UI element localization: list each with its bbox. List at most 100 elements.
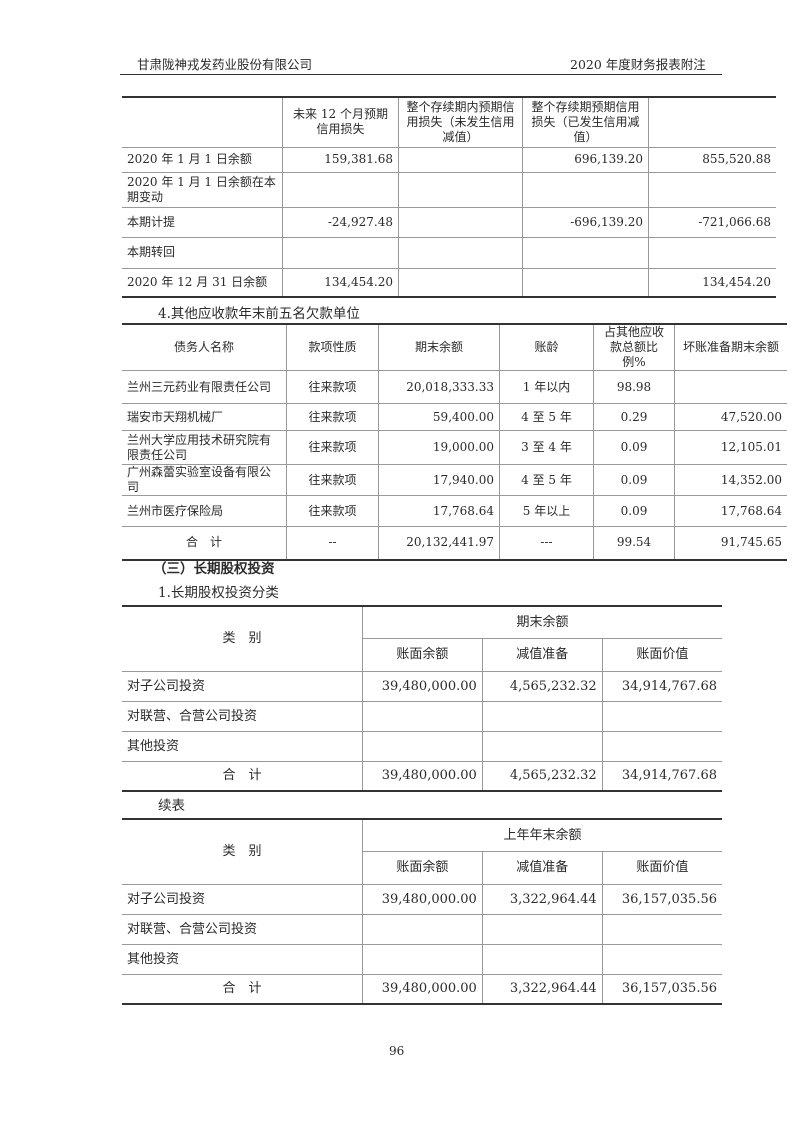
value-cell [674,370,787,404]
value-cell [398,267,523,298]
value-cell [398,171,523,208]
value-cell [481,913,603,945]
table-row: 对联营、合营公司投资 [122,700,722,732]
value-cell [362,700,483,732]
value-cell: 4,565,232.32 [481,670,603,702]
row-label: 本期转回 [122,236,283,269]
value-cell [601,943,722,975]
value-cell: 134,454.20 [648,267,776,298]
value-cell: 696,139.20 [522,146,649,173]
group-header: 期末余额 [362,605,722,639]
value-cell: 34,914,767.68 [601,670,722,702]
column-header [648,96,776,148]
row-label: 2020 年 12 月 31 日余额 [122,267,283,298]
value-cell: 0.29 [593,403,675,431]
value-cell: 3 至 4 年 [499,430,594,465]
table-row: 2020 年 1 月 1 日余额在本期变动 [122,171,776,208]
column-header: 账面余额 [362,850,483,885]
column-header: 坏账准备期末余额 [674,323,787,371]
section-3-1-title: 1.长期股权投资分类 [158,585,279,601]
report-title-header: 2020 年度财务报表附注 [570,57,706,72]
header-row: 类 别期末余额 [122,605,722,672]
value-cell: 36,157,035.56 [601,883,722,915]
value-cell [282,171,399,208]
header-row: 未来 12 个月预期信用损失 整个存续期内预期信用损失（未发生信用减值） 整个存续期… [122,96,776,148]
value-cell [522,236,649,269]
value-cell: 17,940.00 [378,464,500,496]
value-cell: 98.98 [593,370,675,404]
table-row: 本期计提 -24,927.48 -696,139.20 -721,066.68 [122,206,776,238]
value-cell: -721,066.68 [648,206,776,238]
column-header: 账面余额 [362,637,483,672]
value-cell: 4,565,232.32 [481,760,603,792]
column-header: 期末余额 [378,323,500,371]
row-label: 对子公司投资 [122,670,363,702]
value-cell: 34,914,767.68 [601,760,722,792]
value-cell [601,730,722,762]
table-row: 广州森蕾实验室设备有限公司 往来款项 17,940.00 4 至 5 年 0.09 14,… [122,464,787,496]
table-row: 对联营、合营公司投资 [122,913,722,945]
header-row: 类 别上年年末余额 [122,818,722,885]
value-cell: 91,745.65 [674,526,787,561]
value-cell: 99.54 [593,526,675,561]
column-header: 减值准备 [481,850,603,885]
column-header: 款项性质 [286,323,379,371]
value-cell: -- [286,526,379,561]
company-name-header: 甘肃陇神戎发药业股份有限公司 [137,57,313,72]
row-label: 合 计 [122,973,363,1005]
row-label: 合 计 [122,526,287,561]
total-row: 合 计 -- 20,132,441.97 --- 99.54 91,745.65 [122,526,787,561]
column-header: 整个存续期内预期信用损失（未发生信用减值） [398,96,523,148]
table-row: 其他投资 [122,730,722,762]
value-cell: -24,927.48 [282,206,399,238]
column-header: 账面价值 [601,850,722,885]
table-row: 兰州市医疗保险局 往来款项 17,768.64 5 年以上 0.09 17,768.64 [122,495,787,527]
value-cell: 4 至 5 年 [499,464,594,496]
value-cell [522,267,649,298]
table-row: 对子公司投资 39,480,000.00 4,565,232.32 34,914,76… [122,670,722,702]
value-cell: 往来款项 [286,495,379,527]
value-cell: 往来款项 [286,464,379,496]
row-label: 对联营、合营公司投资 [122,700,363,732]
value-cell [398,146,523,173]
table-row: 兰州三元药业有限责任公司 往来款项 20,018,333.33 1 年以内 98.98 [122,370,787,404]
value-cell: 159,381.68 [282,146,399,173]
value-cell: -696,139.20 [522,206,649,238]
value-cell: 5 年以上 [499,495,594,527]
continued-label: 续表 [158,798,185,814]
credit-loss-table: 未来 12 个月预期信用损失 整个存续期内预期信用损失（未发生信用减值） 整个存续期… [122,96,776,298]
value-cell: 19,000.00 [378,430,500,465]
row-label: 2020 年 1 月 1 日余额在本期变动 [122,171,283,208]
value-cell [601,700,722,732]
value-cell: 47,520.00 [674,403,787,431]
value-cell: 855,520.88 [648,146,776,173]
value-cell: 往来款项 [286,370,379,404]
value-cell: 20,132,441.97 [378,526,500,561]
page-number: 96 [389,1044,405,1058]
column-header: 占其他应收款总额比例% [593,323,675,371]
value-cell [282,236,399,269]
subheader-row: 账面余额 减值准备 账面价值 [122,850,722,885]
value-cell: 39,480,000.00 [362,883,483,915]
section-4-title: 4.其他应收款年末前五名欠款单位 [158,306,360,322]
value-cell [481,700,603,732]
total-row: 合 计 39,480,000.00 3,322,964.44 36,157,035.5… [122,973,722,1005]
value-cell: 4 至 5 年 [499,403,594,431]
table-row: 兰州大学应用技术研究院有限责任公司 往来款项 19,000.00 3 至 4 年 0.0… [122,430,787,465]
table-row: 对子公司投资 39,480,000.00 3,322,964.44 36,157,03… [122,883,722,915]
table-row: 2020 年 12 月 31 日余额 134,454.20 134,454.20 [122,267,776,298]
value-cell: 39,480,000.00 [362,760,483,792]
value-cell [481,943,603,975]
category-header: 类 别 [122,818,363,885]
value-cell: --- [499,526,594,561]
section-3-title: （三）长期股权投资 [153,561,275,577]
row-label: 对联营、合营公司投资 [122,913,363,945]
value-cell: 39,480,000.00 [362,973,483,1005]
long-term-equity-current-table: 类 别期末余额 账面余额 减值准备 账面价值 对子公司投资 39,480,000.00 4,… [122,605,722,792]
row-label: 对子公司投资 [122,883,363,915]
header-divider [120,74,722,75]
column-header: 未来 12 个月预期信用损失 [282,96,399,148]
value-cell [481,730,603,762]
value-cell: 17,768.64 [674,495,787,527]
long-term-equity-prior-table: 类 别上年年末余额 账面余额 减值准备 账面价值 对子公司投资 39,480,000.00… [122,818,722,1005]
